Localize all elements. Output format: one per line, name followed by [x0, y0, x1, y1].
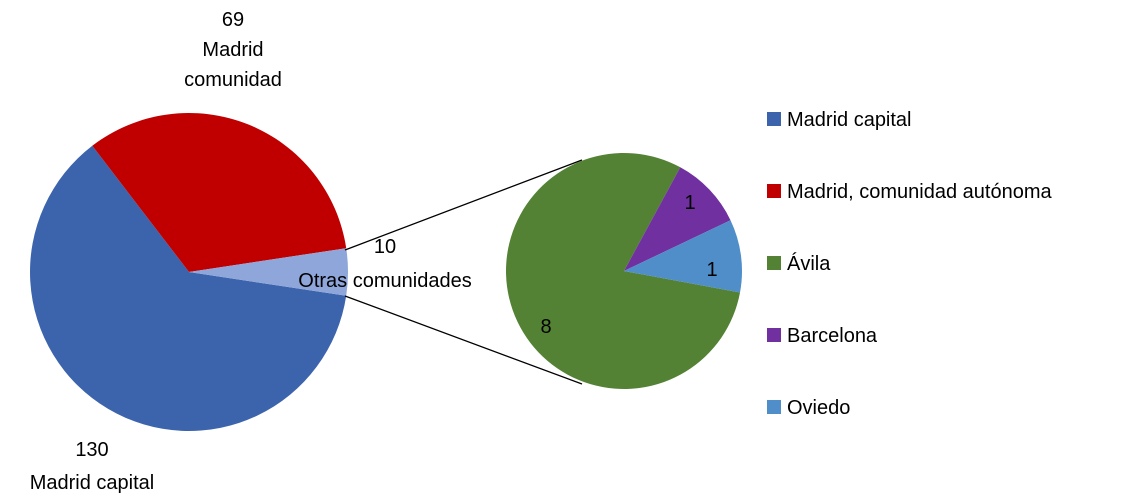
label-avila: 8 [540, 316, 551, 338]
secondary-slice-avila [505, 153, 741, 390]
main-slice-madrid-capital [30, 145, 347, 432]
label-madrid-comunidad: 69 Madrid comunidad [184, 9, 282, 91]
legend-swatch-madrid-autonoma [767, 184, 781, 198]
legend-swatch-barcelona [767, 328, 781, 342]
legend-label-madrid-capital: Madrid capital [787, 109, 912, 131]
legend-label-barcelona: Barcelona [787, 325, 878, 347]
label-otras-comunidades: 10 Otras comunidades [298, 236, 471, 292]
legend-swatch-madrid-capital [767, 112, 781, 126]
secondary-slice-barcelona [624, 167, 731, 271]
legend-label-madrid-autonoma: Madrid, comunidad autónoma [787, 181, 1052, 203]
legend-label-avila: Ávila [787, 252, 831, 275]
connector-line-bottom [344, 295, 583, 385]
connector-lines [344, 159, 583, 385]
legend: Madrid capital Madrid, comunidad autónoma… [767, 109, 1052, 419]
secondary-pie [505, 153, 742, 390]
connector-line-top [344, 159, 583, 251]
label-madrid-capital: 130 Madrid capital [30, 439, 155, 494]
legend-swatch-oviedo [767, 400, 781, 414]
main-slice-otras-comunidades [189, 248, 349, 296]
legend-label-oviedo: Oviedo [787, 397, 850, 419]
main-pie-labels: 69 Madrid comunidad 130 Madrid capital 10 Otra… [30, 9, 472, 494]
legend-swatch-avila [767, 256, 781, 270]
main-slice-madrid-comunidad [92, 113, 347, 272]
secondary-slice-oviedo [624, 220, 742, 293]
label-barcelona: 1 [684, 192, 695, 214]
main-pie [30, 113, 349, 432]
label-oviedo: 1 [706, 259, 717, 281]
secondary-pie-labels: 8 1 1 [540, 192, 717, 338]
